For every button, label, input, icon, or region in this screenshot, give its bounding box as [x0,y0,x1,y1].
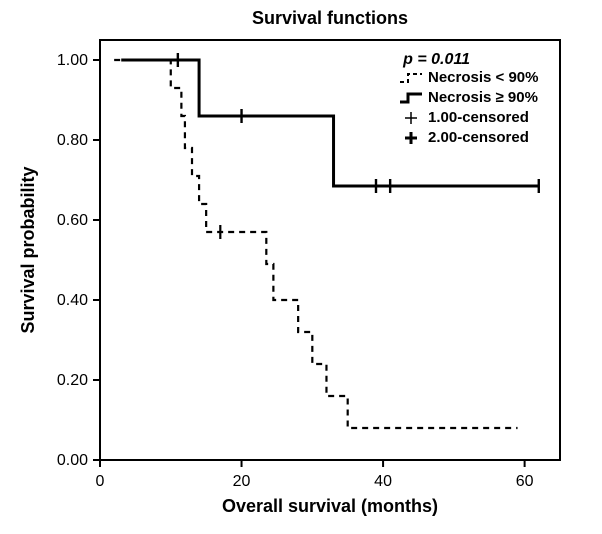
legend-symbol-dashed [400,74,422,82]
y-tick-label: 0.80 [57,132,88,149]
y-tick-label: 0.60 [57,212,88,229]
x-tick-label: 0 [96,473,105,490]
legend-label: Necrosis ≥ 90% [428,89,538,106]
x-tick-label: 40 [374,473,392,490]
y-tick-label: 1.00 [57,52,88,69]
y-tick-label: 0.00 [57,452,88,469]
y-ticks: 0.00 0.20 0.40 0.60 0.80 1.00 [57,52,100,469]
chart-title: Survival functions [252,8,408,28]
x-ticks: 0 20 40 60 [96,460,534,490]
legend-label: Necrosis < 90% [428,69,539,86]
p-value-text: p = 0.011 [402,51,470,68]
legend-symbol-solid [400,94,422,102]
legend-label: 1.00-censored [428,109,529,126]
legend-label: 2.00-censored [428,129,529,146]
y-axis-label: Survival probability [18,166,38,333]
legend: Necrosis < 90% Necrosis ≥ 90% 1.00-censore… [400,69,539,146]
y-tick-label: 0.20 [57,372,88,389]
y-tick-label: 0.40 [57,292,88,309]
x-axis-label: Overall survival (months) [222,496,438,516]
x-tick-label: 20 [233,473,251,490]
survival-chart: Survival functions 0204060 0.000.200.400… [0,0,602,534]
x-tick-label: 60 [516,473,534,490]
